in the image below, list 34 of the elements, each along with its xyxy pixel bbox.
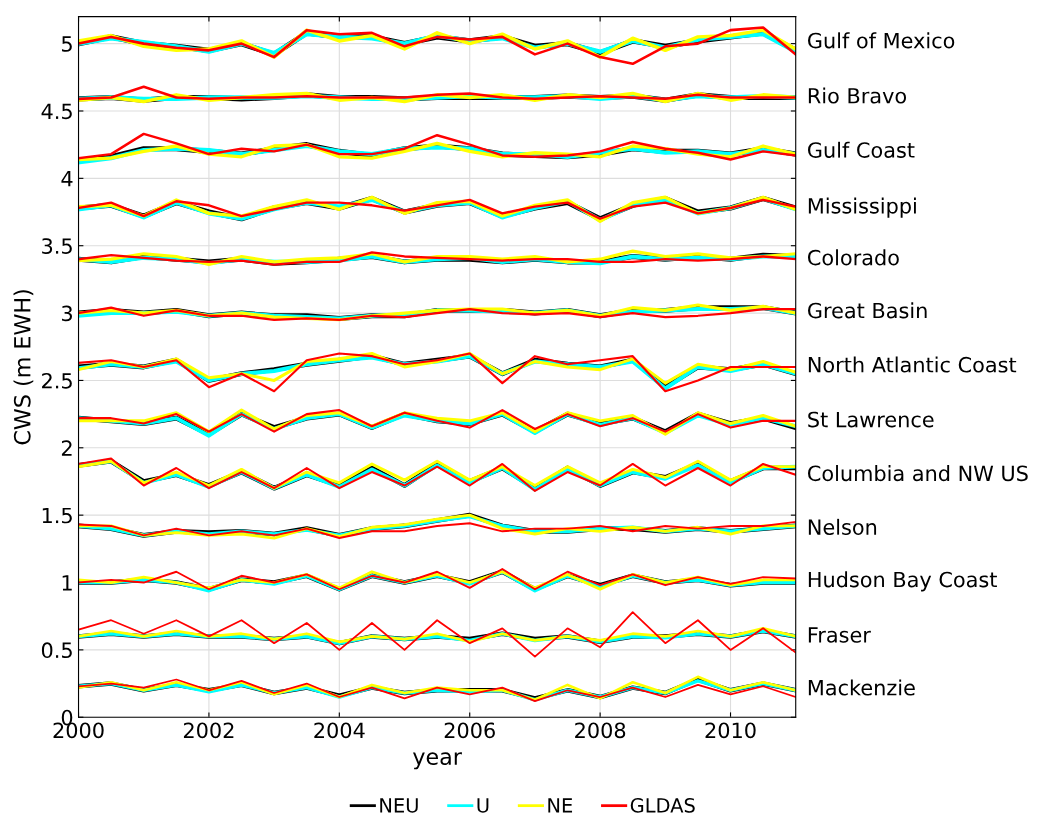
text: Nelson	[808, 518, 877, 535]
y-tick-label: 3.5	[42, 238, 72, 254]
y-tick-label: 2	[61, 440, 72, 456]
y-tick-label: 4.5	[41, 103, 72, 120]
text: Great Basin	[808, 302, 927, 319]
text: Gulf Coast	[808, 141, 915, 158]
text: Fraser	[808, 627, 871, 643]
x-tick-label: 2004	[314, 722, 365, 739]
legend-label: NEU	[380, 798, 418, 813]
y-tick-label: 0.5	[41, 642, 72, 659]
text: North Atlantic Coast	[808, 356, 1017, 373]
x-tick-label: 2008	[575, 722, 626, 739]
text: Rio Bravo	[808, 87, 907, 104]
text: Mississippi	[808, 197, 916, 218]
text: St Lawrence	[808, 411, 934, 428]
text: Colorado	[808, 249, 899, 266]
legend-label: U	[477, 798, 489, 813]
y-tick-label: 1	[62, 575, 72, 591]
x-axis-title: year	[413, 752, 462, 770]
y-tick-label: 1.5	[42, 507, 72, 524]
y-axis-title: CWS (m EWH)	[13, 290, 34, 445]
x-tick-label: 2010	[705, 722, 756, 739]
legend-label: GLDAS	[630, 798, 695, 813]
x-tick-label: 2002	[183, 722, 234, 739]
text: Gulf of Mexico	[808, 32, 955, 49]
y-tick-label: 3	[62, 305, 72, 322]
y-tick-label: 4	[61, 171, 73, 187]
text: Mackenzie	[808, 679, 915, 696]
y-tick-label: 5	[62, 36, 72, 52]
text: Hudson Bay Coast	[808, 571, 997, 592]
legend-label: NE	[548, 798, 573, 813]
x-tick-label: 2006	[444, 722, 495, 739]
text: Columbia and NW US	[808, 465, 1028, 482]
y-tick-label: 2.5	[42, 372, 72, 389]
